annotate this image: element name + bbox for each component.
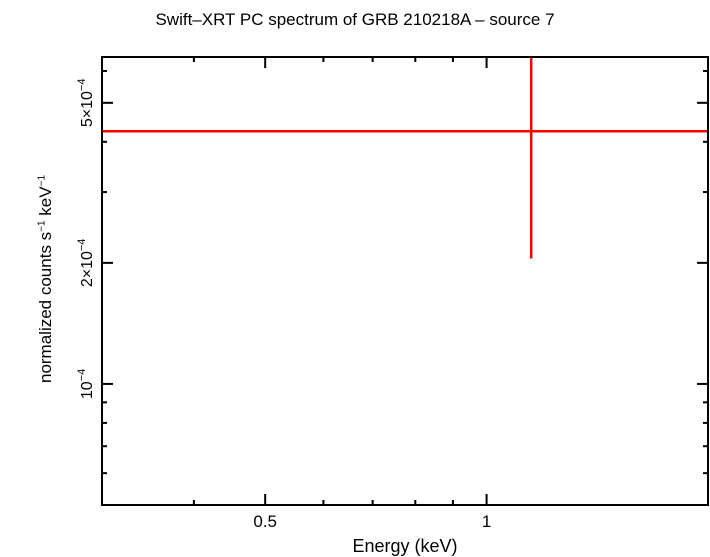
chart-title: Swift–XRT PC spectrum of GRB 210218A – s… — [155, 10, 555, 29]
y-label-exp2: −1 — [36, 174, 48, 187]
y-tick-exponent: −4 — [76, 239, 88, 252]
y-tick-mantissa: 10 — [79, 381, 96, 399]
y-axis-label: normalized counts s−1 keV−1 — [36, 175, 56, 383]
y-label-prefix: normalized counts s — [36, 231, 55, 384]
y-tick-exponent: −4 — [76, 369, 88, 382]
y-tick-label: 2×10−4 — [76, 239, 96, 288]
y-tick-mantissa: 2×10 — [79, 251, 96, 287]
x-tick-label: 1 — [482, 512, 491, 531]
plot-frame — [101, 56, 709, 506]
x-tick-label: 0.5 — [253, 512, 277, 531]
y-tick-exponent: −4 — [76, 79, 88, 92]
y-tick-label: 10−4 — [76, 369, 96, 399]
y-tick-mantissa: 5×10 — [79, 91, 96, 127]
y-label-middle: keV — [36, 186, 55, 221]
y-tick-label: 5×10−4 — [76, 79, 96, 128]
x-axis-label: Energy (keV) — [352, 536, 458, 556]
y-label-exp1: −1 — [36, 220, 48, 232]
